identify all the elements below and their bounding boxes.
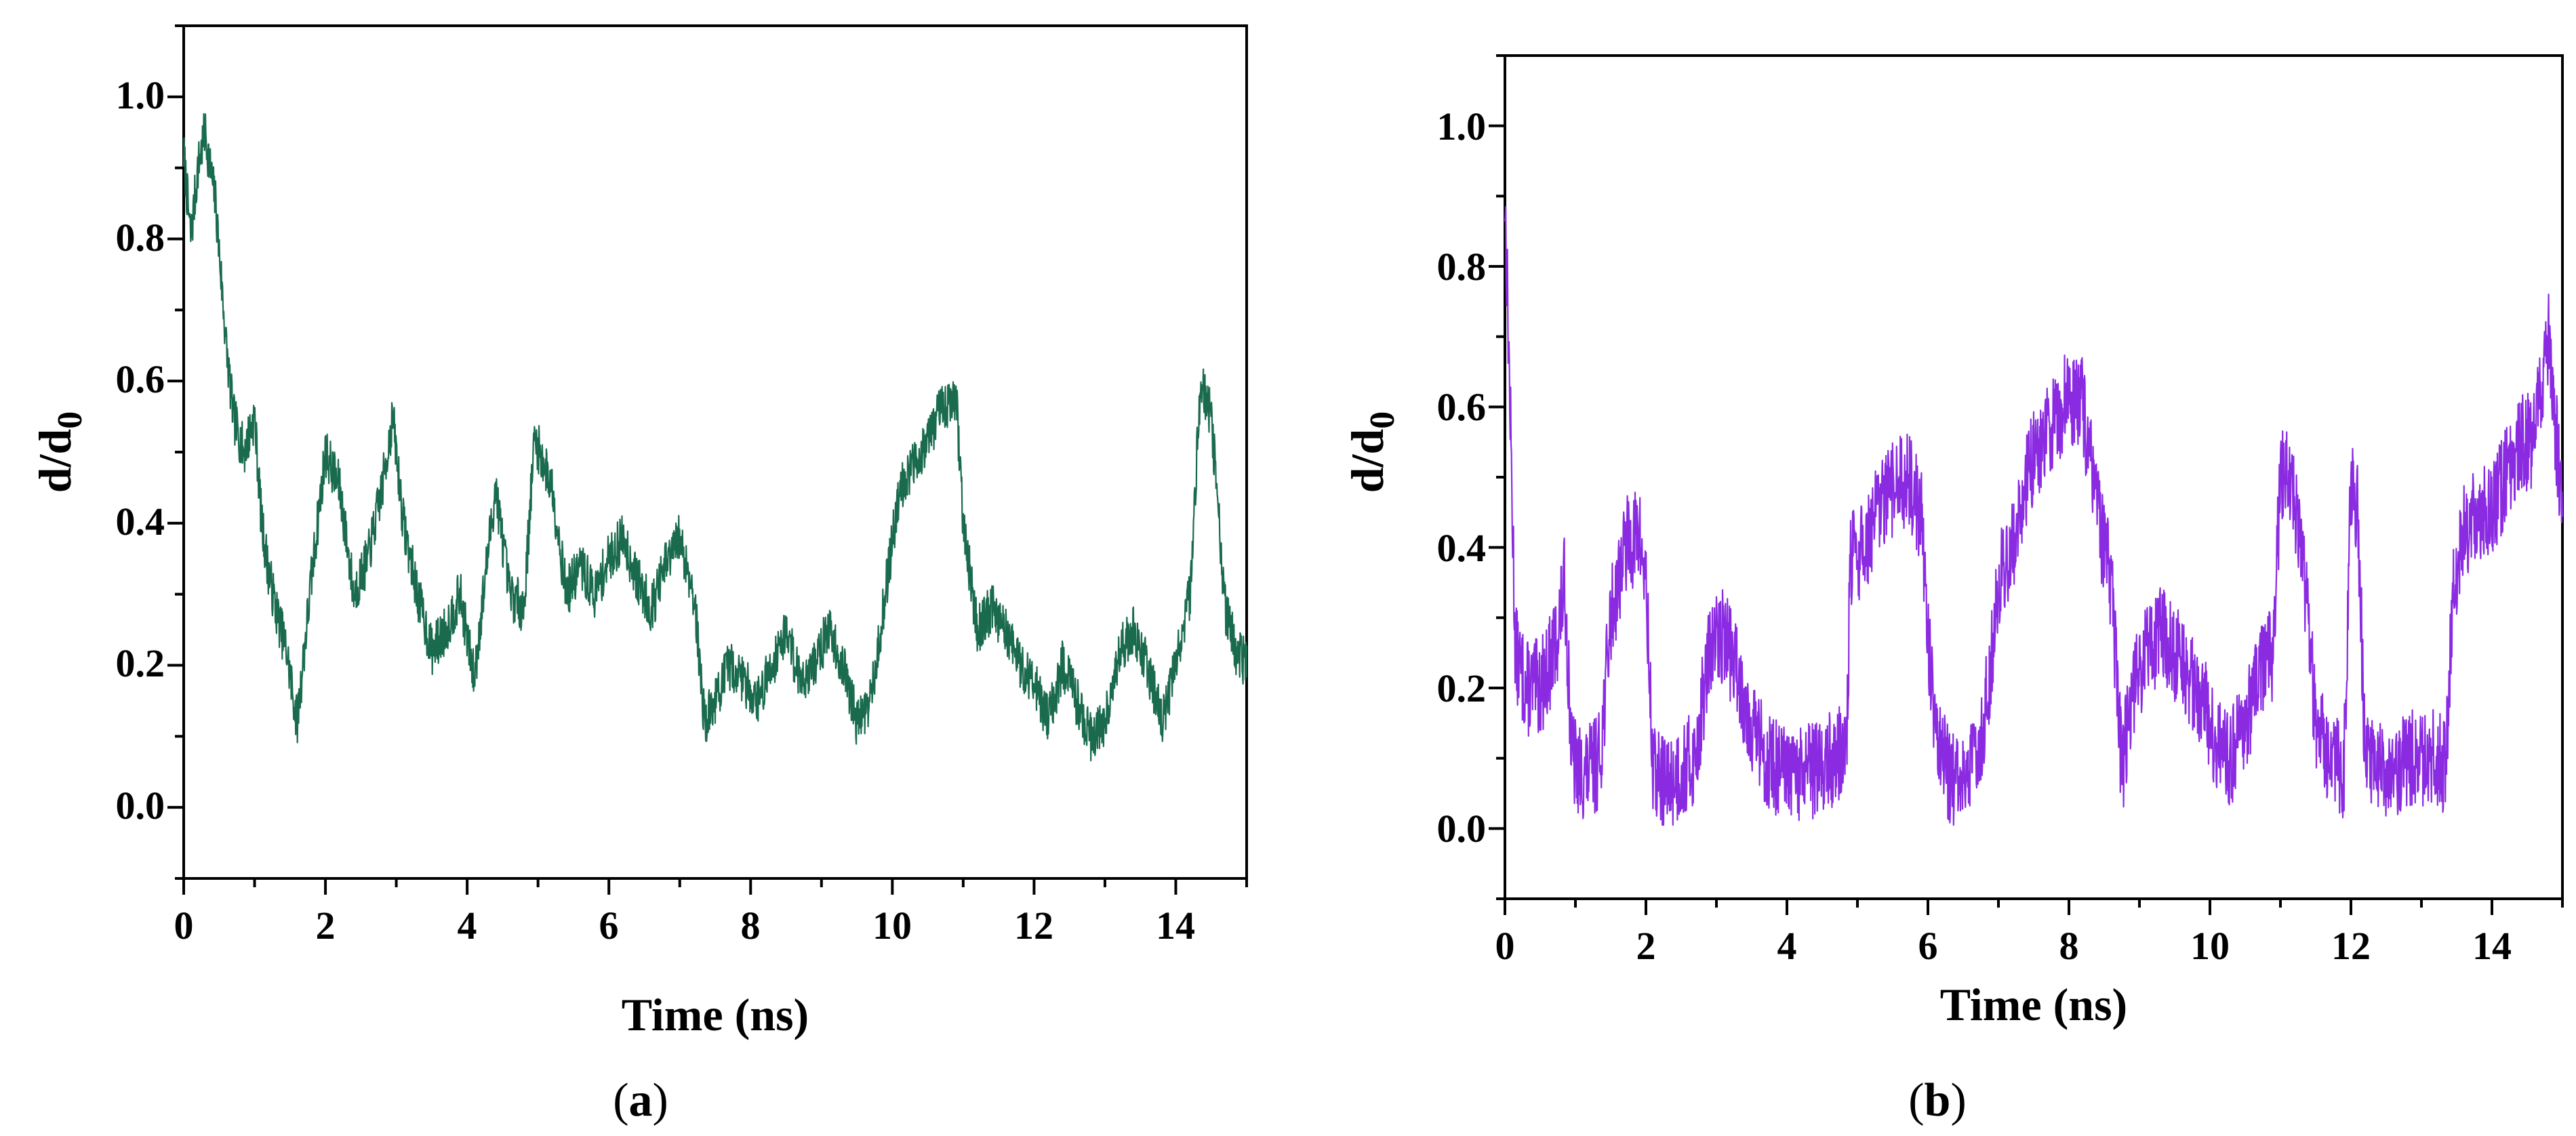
panel-label-b: (b) xyxy=(1908,1074,1967,1127)
x-axis-title-b: Time (ns) xyxy=(1940,979,2127,1030)
y-tick-label-a-0.0: 0.0 xyxy=(116,784,165,828)
x-tick-label-b-10: 10 xyxy=(2190,924,2230,968)
panel-a: 0 2 4 6 8 10 12 14 0.0 0.2 0.4 0.6 0.8 1… xyxy=(29,24,1248,1127)
y-axis-title-a-sub: 0 xyxy=(51,411,89,429)
x-tick-label-a-12: 12 xyxy=(1014,904,1053,948)
x-tick-label-a-4: 4 xyxy=(458,904,477,948)
y-tick-label-a-0.4: 0.4 xyxy=(116,500,165,544)
x-tick-label-a-2: 2 xyxy=(316,904,336,948)
plot-area-a xyxy=(182,24,1248,880)
x-tick-label-a-10: 10 xyxy=(872,904,912,948)
y-tick-label-b-0.4: 0.4 xyxy=(1437,526,1487,570)
x-tick-label-b-2: 2 xyxy=(1636,924,1656,968)
y-tick-label-b-1.0: 1.0 xyxy=(1437,104,1487,148)
y-tick-label-a-0.6: 0.6 xyxy=(116,357,165,401)
x-tick-label-b-12: 12 xyxy=(2331,924,2371,968)
x-tick-label-a-14: 14 xyxy=(1156,904,1195,948)
y-tick-label-a-1.0: 1.0 xyxy=(116,73,165,117)
data-line-a xyxy=(182,113,1248,762)
panel-label-a: (a) xyxy=(613,1074,668,1127)
data-line-b xyxy=(1504,206,2564,826)
x-tick-label-b-0: 0 xyxy=(1495,924,1515,968)
y-axis-title-b-sub: 0 xyxy=(1363,411,1402,429)
y-tick-label-b-0.8: 0.8 xyxy=(1437,245,1487,289)
y-axis-title-a: d/d0 xyxy=(29,411,89,493)
y-tick-label-a-0.8: 0.8 xyxy=(116,216,165,260)
y-axis-title-b: d/d0 xyxy=(1342,411,1402,493)
y-tick-label-b-0.6: 0.6 xyxy=(1437,385,1487,429)
y-axis-title-a-main: d/d xyxy=(29,429,81,493)
x-tick-label-b-14: 14 xyxy=(2472,924,2512,968)
y-axis-title-b-main: d/d xyxy=(1342,429,1393,493)
x-axis-title-a: Time (ns) xyxy=(622,989,809,1040)
grid-ticks-a xyxy=(167,24,1248,895)
x-tick-label-b-6: 6 xyxy=(1918,924,1938,968)
panel-b: 0 2 4 6 8 10 12 14 0.0 0.2 0.4 0.6 0.8 1… xyxy=(1342,54,2564,1127)
y-tick-label-b-0.0: 0.0 xyxy=(1437,807,1487,851)
x-tick-label-b-4: 4 xyxy=(1777,924,1797,968)
x-tick-label-a-0: 0 xyxy=(174,904,194,948)
y-tick-label-a-0.2: 0.2 xyxy=(116,641,165,685)
x-tick-label-b-8: 8 xyxy=(2059,924,2079,968)
x-tick-label-a-8: 8 xyxy=(741,904,761,948)
x-tick-label-a-6: 6 xyxy=(599,904,619,948)
y-tick-label-b-0.2: 0.2 xyxy=(1437,666,1487,710)
grid-ticks-b xyxy=(1489,54,2564,915)
